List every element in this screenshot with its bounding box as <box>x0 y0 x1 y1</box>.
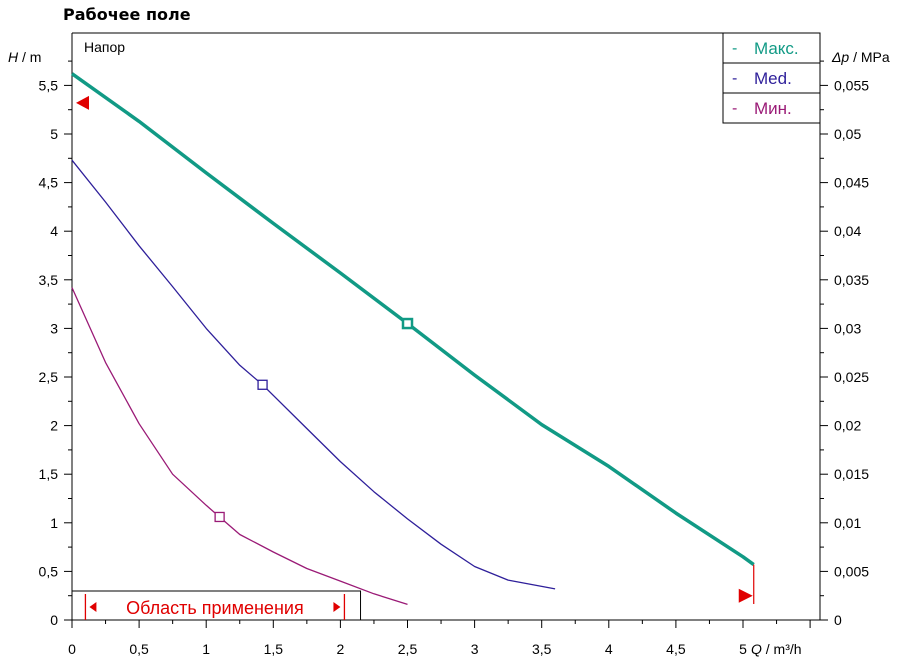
y-tick-label-right: 0,045 <box>834 175 869 191</box>
y-tick-label-right: 0,035 <box>834 272 869 288</box>
max-flow-marker <box>738 588 753 603</box>
y-tick-label-left: 3 <box>50 320 58 336</box>
x-tick-label: 4,5 <box>666 641 686 657</box>
x-axis-label: Q / m³/h <box>751 641 802 657</box>
legend-dash: - <box>732 70 737 87</box>
series-line-1 <box>70 72 755 567</box>
y-tick-label-right: 0,05 <box>834 126 861 142</box>
y-tick-label-right: 0 <box>834 612 842 628</box>
y-tick-label-right: 0,055 <box>834 77 869 93</box>
legend-item-box <box>722 62 821 94</box>
legend-dash: - <box>732 100 737 117</box>
y-tick-label-left: 1 <box>50 515 58 531</box>
x-tick-label: 0 <box>68 641 76 657</box>
legend-item-box <box>722 92 821 124</box>
x-tick-label: 3 <box>471 641 479 657</box>
operating-point-marker <box>214 511 225 523</box>
chart-title: Рабочее поле <box>63 5 191 24</box>
y-tick-label-left: 4,5 <box>39 175 59 191</box>
legend-label: Макс. <box>754 39 799 58</box>
series-line-2 <box>71 159 556 590</box>
x-tick-label: 3,5 <box>532 641 552 657</box>
x-tick-label: 4 <box>605 641 613 657</box>
y-tick-label-left: 0,5 <box>39 563 59 579</box>
y-tick-label-right: 0,015 <box>834 466 869 482</box>
y-tick-label-left: 2 <box>50 418 58 434</box>
chart-annotation: Напор <box>84 39 125 55</box>
y-tick-label-right: 0,005 <box>834 563 869 579</box>
y-tick-label-right: 0,01 <box>834 515 861 531</box>
x-tick-label: 5 <box>739 641 747 657</box>
application-range-box <box>71 590 362 621</box>
x-tick-label: 1,5 <box>264 641 284 657</box>
series-line-3 <box>71 287 408 606</box>
x-tick-label: 0,5 <box>129 641 149 657</box>
legend-label: Med. <box>754 69 792 88</box>
y-tick-label-right: 0,025 <box>834 369 869 385</box>
y-tick-label-left: 3,5 <box>39 272 59 288</box>
range-start-arrow <box>89 602 97 612</box>
y-axis-label-left: H / m <box>8 49 41 65</box>
y-axis-label-right: Δp / MPa <box>831 49 890 65</box>
y-tick-label-left: 1,5 <box>39 466 59 482</box>
legend-dash: - <box>732 40 737 57</box>
operating-point-marker <box>257 379 268 390</box>
x-tick-label: 2 <box>337 641 345 657</box>
x-tick-label: 1 <box>202 641 210 657</box>
y-tick-label-left: 4 <box>50 223 58 239</box>
y-tick-label-left: 2,5 <box>39 369 59 385</box>
y-tick-label-right: 0,03 <box>834 320 861 336</box>
y-tick-label-right: 0,02 <box>834 418 861 434</box>
y-tick-label-right: 0,04 <box>834 223 861 239</box>
y-tick-label-left: 0 <box>50 612 58 628</box>
y-tick-label-left: 5,5 <box>39 77 59 93</box>
range-end-arrow <box>333 602 341 612</box>
max-head-marker <box>76 95 89 110</box>
x-tick-label: 2,5 <box>398 641 418 657</box>
y-tick-label-left: 5 <box>50 126 58 142</box>
operating-point-marker <box>401 317 414 330</box>
legend-label: Мин. <box>754 99 792 118</box>
legend-item-box <box>722 32 821 64</box>
application-range-label: Область применения <box>126 598 304 618</box>
